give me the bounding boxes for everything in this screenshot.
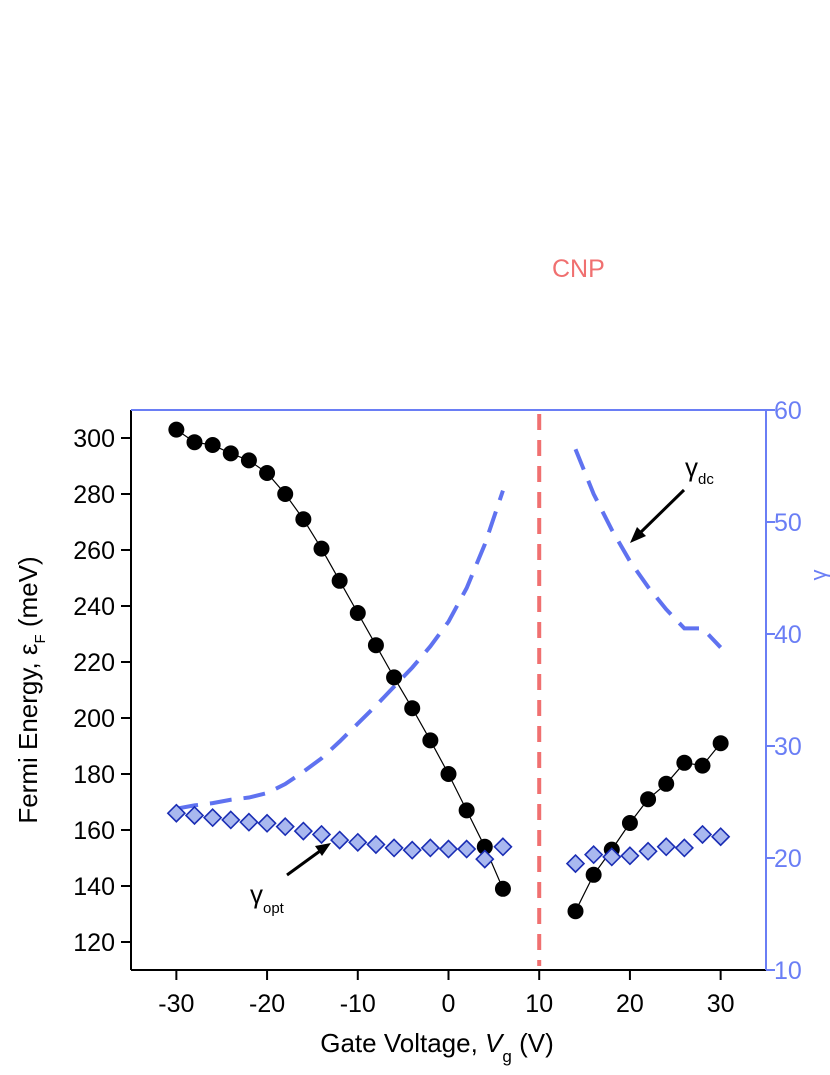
fermi-energy-series [168, 421, 729, 920]
x-tick-label: -30 [158, 990, 194, 1018]
x-axis-label: Gate Voltage, Vg (V) [320, 1028, 554, 1066]
y-left-tick-label: 240 [73, 593, 115, 621]
y-right-tick-label: 40 [774, 621, 802, 649]
y-left-tick-label: 260 [73, 537, 115, 565]
gamma-opt-point [221, 810, 241, 830]
gamma-opt-point [239, 812, 259, 832]
fermi-energy-point [640, 791, 657, 808]
fermi-energy-point [240, 452, 257, 469]
fermi-energy-point [386, 669, 403, 686]
gamma-opt-point [366, 834, 386, 855]
fermi-energy-point [694, 757, 711, 774]
axes-frame [130, 409, 767, 971]
fermi-energy-point [585, 866, 602, 883]
gamma-opt-point [656, 837, 676, 857]
x-tick-label: 20 [616, 990, 644, 1018]
gamma-opt-point [493, 837, 513, 857]
fermi-energy-point [367, 637, 384, 654]
y-right-tick-label: 30 [774, 733, 802, 761]
gamma-opt-point [692, 824, 713, 845]
fermi-energy-point [476, 838, 493, 855]
gamma-opt-point [674, 838, 694, 858]
fermi-energy-point [458, 802, 475, 819]
y-left-tick-label: 140 [73, 873, 115, 901]
gamma-opt-point [348, 832, 368, 852]
gamma-opt-point [584, 845, 604, 865]
y-left-tick-label: 200 [73, 705, 115, 733]
y-left-tick-label: 160 [73, 817, 115, 845]
gamma-opt-point [311, 824, 332, 845]
gamma-opt-point [166, 803, 186, 823]
y-axis-label-left: Fermi Energy, εF (meV) [13, 556, 49, 823]
gamma-opt-point [438, 839, 459, 859]
gamma-opt-arrow [286, 843, 331, 877]
gamma-opt-point [711, 827, 731, 847]
y-left-tick-label: 120 [73, 929, 115, 957]
fermi-energy-point [676, 754, 693, 771]
cnp-label: CNP [552, 255, 605, 283]
y-left-tick-label: 280 [73, 481, 115, 509]
fermi-energy-point [259, 465, 276, 481]
gamma-opt-point [420, 838, 440, 858]
fermi-energy-point [658, 775, 675, 792]
gamma-opt-point [184, 805, 205, 826]
gamma-opt-point [565, 853, 586, 874]
gamma-opt-point [384, 838, 404, 858]
gamma-opt-point [602, 847, 622, 867]
gamma-opt-point [402, 840, 422, 860]
y-left-tick-label: 300 [73, 425, 115, 453]
gamma-dc-line [175, 490, 505, 811]
gamma-opt-point [293, 821, 313, 841]
x-tick-label: 10 [525, 990, 553, 1018]
gamma-opt-point [457, 839, 477, 859]
fermi-energy-point [422, 732, 439, 749]
fermi-energy-point [222, 445, 239, 462]
fermi-energy-point [277, 486, 294, 502]
fermi-energy-point [349, 605, 366, 621]
tick-labels: -30 -20 -10 0 10 20 30 120 140 160 180 200 220 240 260… [73, 397, 802, 1018]
y-right-tick-label: 20 [774, 845, 802, 873]
gamma-dc-label: γdc [685, 452, 714, 488]
y-left-tick-label: 180 [73, 761, 115, 789]
y-axis-label-right: γ [806, 570, 830, 581]
fermi-energy-point [313, 540, 330, 557]
fermi-energy-point [621, 815, 638, 831]
fermi-energy-point [331, 572, 348, 589]
fermi-energy-point [712, 735, 729, 752]
gamma-opt-series [166, 803, 731, 874]
gamma-dc-line [573, 448, 723, 649]
y-left-tick-label: 220 [73, 649, 115, 677]
fermi-energy-point [204, 437, 221, 453]
y-right-tick-label: 60 [774, 397, 802, 425]
fermi-energy-point [186, 434, 203, 451]
gamma-opt-point [203, 808, 223, 828]
gamma-opt-label: γopt [250, 879, 285, 917]
x-tick-label: -10 [340, 990, 376, 1018]
y-right-tick-label: 50 [774, 509, 802, 537]
gamma-dc-series [175, 448, 723, 811]
fermi-energy-point [295, 511, 312, 528]
gamma-opt-point [620, 846, 640, 866]
x-tick-label: -20 [249, 990, 285, 1018]
x-tick-label: 30 [707, 990, 735, 1018]
y-right-tick-label: 10 [774, 957, 802, 985]
gamma-opt-point [257, 813, 277, 833]
fermi-energy-point [567, 903, 584, 920]
fermi-energy-point [168, 421, 185, 438]
gamma-dc-arrow [630, 488, 686, 543]
gamma-opt-point [475, 849, 495, 869]
fermi-energy-point [494, 880, 511, 897]
gamma-opt-point [275, 817, 295, 837]
gamma-opt-point [638, 841, 658, 861]
x-tick-label: 0 [442, 990, 456, 1018]
gamma-opt-point [330, 830, 350, 850]
fermi-energy-point [440, 766, 457, 782]
fermi-energy-point [404, 700, 421, 717]
